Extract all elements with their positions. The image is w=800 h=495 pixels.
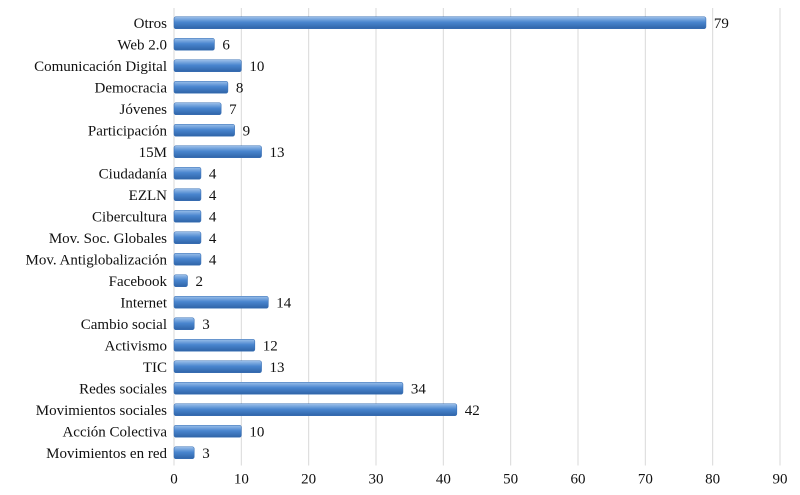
category-label: Activismo xyxy=(105,338,168,354)
category-label: Participación xyxy=(88,123,168,139)
bar xyxy=(173,338,256,352)
category-label: Web 2.0 xyxy=(117,37,167,53)
bar xyxy=(173,231,202,245)
bar xyxy=(173,403,458,417)
x-tick-label: 10 xyxy=(234,472,249,488)
category-label: EZLN xyxy=(129,188,167,204)
value-label: 4 xyxy=(209,231,217,247)
value-label: 3 xyxy=(202,317,210,333)
x-tick-label: 20 xyxy=(301,472,316,488)
bar xyxy=(173,37,215,51)
category-label: Ciudadanía xyxy=(99,166,168,182)
bar xyxy=(173,16,707,30)
category-label: Facebook xyxy=(109,274,168,290)
category-label: Redes sociales xyxy=(79,381,167,397)
category-label: 15M xyxy=(139,145,167,161)
category-label: Acción Colectiva xyxy=(62,424,167,440)
bar xyxy=(173,80,229,94)
category-label: Cibercultura xyxy=(92,209,167,225)
value-label: 6 xyxy=(222,37,230,53)
value-label: 42 xyxy=(465,403,480,419)
value-label: 34 xyxy=(411,381,427,397)
bar xyxy=(173,188,202,202)
x-tick-label: 80 xyxy=(705,472,720,488)
bar xyxy=(173,424,242,438)
bar xyxy=(173,123,235,137)
bars xyxy=(173,16,707,460)
value-label: 4 xyxy=(209,252,217,268)
bar xyxy=(173,252,202,266)
value-label: 4 xyxy=(209,209,217,225)
category-label: Movimientos en red xyxy=(46,446,167,462)
x-tick-label: 40 xyxy=(436,472,451,488)
gridlines xyxy=(173,8,781,466)
bar xyxy=(173,59,242,73)
value-label: 13 xyxy=(270,360,285,376)
category-label: Mov. Antiglobalización xyxy=(25,252,167,268)
bar xyxy=(173,166,202,180)
bar xyxy=(173,446,195,460)
x-axis-ticks: 0 10 20 30 40 50 60 70 80 90 xyxy=(170,472,787,488)
value-label: 10 xyxy=(249,59,264,75)
value-label: 8 xyxy=(236,80,244,96)
x-tick-label: 60 xyxy=(571,472,586,488)
value-label: 7 xyxy=(229,102,237,118)
bar xyxy=(173,317,195,331)
value-label: 4 xyxy=(209,166,217,182)
category-label: Cambio social xyxy=(81,317,167,333)
bar xyxy=(173,274,188,288)
category-labels: Otros Web 2.0 Comunicación Digital Democrac… xyxy=(25,16,167,462)
bar xyxy=(173,360,262,374)
category-label: TIC xyxy=(143,360,167,376)
value-label: 79 xyxy=(714,16,729,32)
x-tick-label: 70 xyxy=(638,472,653,488)
bar xyxy=(173,381,404,395)
value-label: 2 xyxy=(195,274,203,290)
x-tick-label: 90 xyxy=(773,472,788,488)
x-tick-label: 30 xyxy=(369,472,384,488)
value-label: 4 xyxy=(209,188,217,204)
category-label: Mov. Soc. Globales xyxy=(49,231,167,247)
x-tick-label: 50 xyxy=(503,472,518,488)
value-label: 14 xyxy=(276,295,292,311)
category-label: Internet xyxy=(120,295,167,311)
category-label: Democracia xyxy=(95,80,168,96)
bar xyxy=(173,145,262,159)
value-label: 12 xyxy=(263,338,278,354)
bar xyxy=(173,295,269,309)
bar xyxy=(173,209,202,223)
value-label: 13 xyxy=(270,145,285,161)
bar xyxy=(173,102,222,116)
x-tick-label: 0 xyxy=(170,472,178,488)
category-label: Comunicación Digital xyxy=(34,59,167,75)
value-label: 3 xyxy=(202,446,210,462)
category-label: Jóvenes xyxy=(120,102,168,118)
category-label: Otros xyxy=(134,16,167,32)
value-label: 10 xyxy=(249,424,264,440)
value-label: 9 xyxy=(243,123,251,139)
category-label: Movimientos sociales xyxy=(36,403,167,419)
